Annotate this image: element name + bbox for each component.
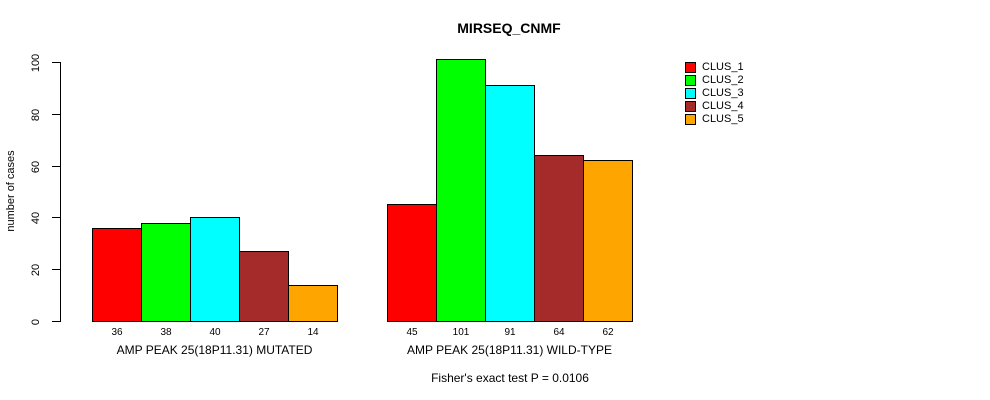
bar-clus_4-group2	[534, 155, 584, 322]
bar-clus_2-group1	[141, 223, 191, 322]
y-axis-label: number of cases	[5, 150, 17, 232]
bar-value-label-clus_4-group1: 27	[258, 327, 270, 338]
bar-clus_1-group2	[387, 204, 437, 322]
y-tick-mark-20	[52, 269, 60, 270]
bar-clus_4-group1	[239, 251, 289, 322]
bar-value-label-clus_2-group2: 101	[452, 327, 470, 338]
chart-title: MIRSEQ_CNMF	[457, 20, 561, 36]
group-label-1: AMP PEAK 25(18P11.31) MUTATED	[116, 343, 313, 357]
bar-clus_1-group1	[92, 228, 142, 322]
y-tick-label-0: 0	[30, 318, 42, 325]
legend-item-clus_2: CLUS_2	[685, 74, 744, 87]
y-tick-label-80: 80	[30, 108, 42, 121]
legend-item-clus_1: CLUS_1	[685, 61, 744, 74]
bar-value-label-clus_1-group1: 36	[111, 327, 123, 338]
y-tick-label-100: 100	[30, 53, 42, 72]
y-tick-mark-40	[52, 217, 60, 218]
legend-swatch-clus_5	[685, 114, 696, 125]
bar-clus_5-group2	[583, 160, 633, 322]
legend-label-clus_2: CLUS_2	[702, 74, 744, 86]
group-label-2: AMP PEAK 25(18P11.31) WILD-TYPE	[407, 343, 612, 357]
y-tick-label-40: 40	[30, 211, 42, 224]
legend-item-clus_5: CLUS_5	[685, 113, 744, 126]
y-tick-mark-60	[52, 166, 60, 167]
y-tick-mark-100	[52, 62, 60, 63]
legend-label-clus_4: CLUS_4	[702, 100, 744, 112]
legend: CLUS_1 CLUS_2 CLUS_3 CLUS_4 CLUS_5	[685, 61, 744, 126]
y-axis-line	[60, 62, 61, 322]
bar-clus_3-group2	[485, 85, 535, 322]
bar-clus_2-group2	[436, 59, 486, 322]
y-tick-mark-80	[52, 114, 60, 115]
bar-value-label-clus_5-group2: 62	[602, 327, 614, 338]
fisher-test-note: Fisher's exact test P = 0.0106	[431, 371, 589, 385]
legend-swatch-clus_1	[685, 62, 696, 73]
y-tick-label-20: 20	[30, 263, 42, 276]
bar-clus_5-group1	[288, 285, 338, 322]
y-tick-mark-0	[52, 321, 60, 322]
bar-value-label-clus_3-group1: 40	[209, 327, 221, 338]
bar-value-label-clus_2-group1: 38	[160, 327, 172, 338]
bar-value-label-clus_3-group2: 91	[504, 327, 516, 338]
legend-item-clus_3: CLUS_3	[685, 87, 744, 100]
bar-clus_3-group1	[190, 217, 240, 322]
legend-swatch-clus_3	[685, 88, 696, 99]
y-tick-label-60: 60	[30, 160, 42, 173]
bar-value-label-clus_1-group2: 45	[406, 327, 418, 338]
legend-label-clus_5: CLUS_5	[702, 113, 744, 125]
legend-swatch-clus_2	[685, 75, 696, 86]
legend-label-clus_3: CLUS_3	[702, 87, 744, 99]
bar-value-label-clus_4-group2: 64	[553, 327, 565, 338]
bar-value-label-clus_5-group1: 14	[307, 327, 319, 338]
legend-label-clus_1: CLUS_1	[702, 61, 744, 73]
legend-item-clus_4: CLUS_4	[685, 100, 744, 113]
legend-swatch-clus_4	[685, 101, 696, 112]
